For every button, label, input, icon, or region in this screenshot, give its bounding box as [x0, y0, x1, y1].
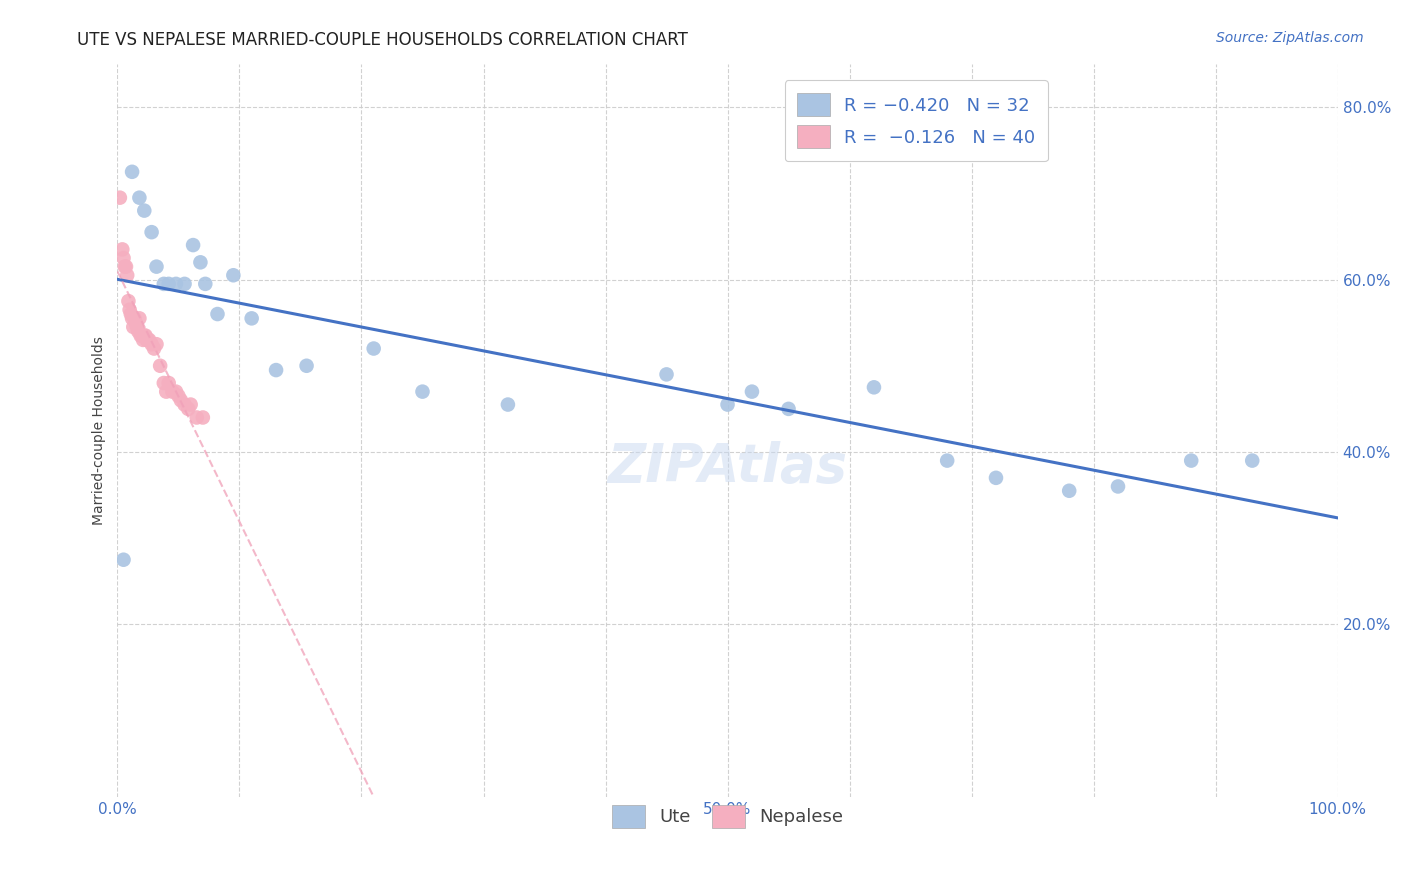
- Point: [207, 307, 229, 321]
- Point: [120, 307, 142, 321]
- Point: [194, 277, 217, 291]
- Point: [180, 398, 202, 412]
- Point: [165, 277, 187, 291]
- Point: [411, 384, 433, 399]
- Y-axis label: Married-couple Households: Married-couple Households: [93, 336, 107, 524]
- Point: [1180, 453, 1202, 467]
- Legend: Ute, Nepalese: Ute, Nepalese: [605, 797, 851, 836]
- Point: [115, 260, 138, 274]
- Point: [117, 294, 139, 309]
- Point: [173, 398, 195, 412]
- Point: [153, 277, 176, 291]
- Point: [125, 320, 148, 334]
- Point: [222, 268, 245, 283]
- Point: [122, 320, 145, 334]
- Point: [264, 363, 287, 377]
- Point: [1107, 479, 1129, 493]
- Point: [128, 191, 150, 205]
- Point: [240, 311, 263, 326]
- Point: [149, 359, 172, 373]
- Point: [138, 333, 160, 347]
- Point: [145, 337, 167, 351]
- Point: [135, 333, 157, 347]
- Point: [716, 398, 738, 412]
- Point: [496, 398, 519, 412]
- Point: [141, 225, 163, 239]
- Point: [121, 165, 143, 179]
- Text: UTE VS NEPALESE MARRIED-COUPLE HOUSEHOLDS CORRELATION CHART: UTE VS NEPALESE MARRIED-COUPLE HOUSEHOLD…: [77, 31, 688, 49]
- Point: [191, 410, 214, 425]
- Point: [190, 255, 212, 269]
- Point: [127, 324, 149, 338]
- Point: [114, 260, 136, 274]
- Point: [778, 401, 800, 416]
- Point: [131, 328, 153, 343]
- Point: [863, 380, 886, 394]
- Point: [936, 453, 959, 467]
- Text: Source: ZipAtlas.com: Source: ZipAtlas.com: [1216, 31, 1364, 45]
- Point: [108, 191, 131, 205]
- Point: [134, 203, 156, 218]
- Point: [181, 238, 204, 252]
- Point: [115, 268, 138, 283]
- Text: ZIPAtlas: ZIPAtlas: [607, 441, 848, 493]
- Point: [136, 333, 159, 347]
- Point: [129, 328, 152, 343]
- Point: [118, 302, 141, 317]
- Point: [128, 311, 150, 326]
- Point: [157, 376, 180, 390]
- Point: [1241, 453, 1264, 467]
- Point: [363, 342, 385, 356]
- Point: [167, 389, 190, 403]
- Point: [112, 552, 135, 566]
- Point: [186, 410, 208, 425]
- Point: [124, 311, 146, 326]
- Point: [134, 328, 156, 343]
- Point: [153, 376, 176, 390]
- Point: [165, 384, 187, 399]
- Point: [170, 393, 193, 408]
- Point: [155, 384, 177, 399]
- Point: [173, 277, 195, 291]
- Point: [125, 316, 148, 330]
- Point: [145, 260, 167, 274]
- Point: [141, 337, 163, 351]
- Point: [143, 342, 166, 356]
- Point: [1057, 483, 1080, 498]
- Point: [112, 251, 135, 265]
- Point: [132, 333, 155, 347]
- Point: [295, 359, 318, 373]
- Point: [984, 471, 1007, 485]
- Point: [177, 401, 200, 416]
- Point: [121, 311, 143, 326]
- Point: [157, 277, 180, 291]
- Point: [741, 384, 763, 399]
- Point: [655, 368, 678, 382]
- Point: [162, 384, 184, 399]
- Point: [134, 328, 156, 343]
- Point: [111, 243, 134, 257]
